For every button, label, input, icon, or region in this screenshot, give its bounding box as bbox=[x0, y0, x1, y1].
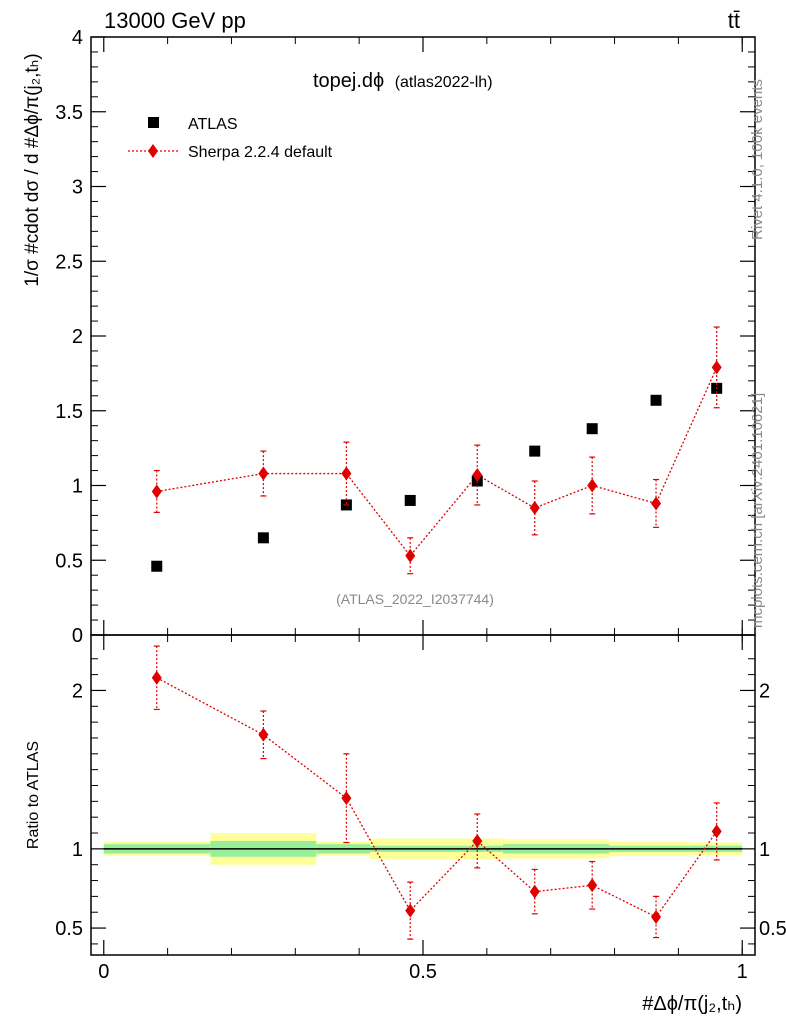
sherpa-point bbox=[529, 500, 540, 515]
process-label: tt̄ bbox=[728, 8, 740, 33]
sherpa-point bbox=[711, 360, 722, 375]
main-y-tick-label: 1 bbox=[72, 476, 83, 498]
main-y-tick-label: 3 bbox=[72, 177, 83, 199]
legend-atlas-label: ATLAS bbox=[188, 116, 238, 133]
ratio-y-tick-label: 0.5 bbox=[55, 918, 83, 940]
main-y-axis-label: 1/σ #cdot dσ / d #Δϕ/π(j₂,tₕ) bbox=[22, 53, 43, 286]
analysis-watermark: (ATLAS_2022_I2037744) bbox=[336, 591, 494, 607]
main-y-tick-label: 3.5 bbox=[55, 102, 83, 124]
main-y-tick-label: 4 bbox=[72, 27, 83, 49]
ratio-y-tick-label-right: 1 bbox=[759, 839, 770, 861]
main-y-tick-label: 1.5 bbox=[55, 401, 83, 423]
sherpa-ratio-point bbox=[258, 727, 269, 742]
sherpa-point bbox=[405, 548, 416, 563]
plot-title-main: topej.dϕ bbox=[313, 70, 384, 92]
atlas-point bbox=[529, 445, 541, 457]
sherpa-ratio-point bbox=[151, 670, 162, 685]
atlas-point bbox=[586, 423, 598, 435]
ratio-data-points bbox=[151, 645, 722, 940]
ratio-x-ticks: 0 0.5 1 bbox=[98, 37, 748, 983]
ratio-y-tick-label: 2 bbox=[72, 680, 83, 702]
x-tick-label: 1 bbox=[737, 961, 748, 983]
ratio-y-tick-label-right: 2 bbox=[759, 680, 770, 702]
sherpa-ratio-line bbox=[156, 677, 718, 918]
legend-atlas-marker bbox=[148, 117, 159, 128]
sherpa-ratio-point bbox=[341, 791, 352, 806]
atlas-point bbox=[151, 560, 163, 572]
main-y-tick-label: 2.5 bbox=[55, 251, 83, 273]
sherpa-ratio-point bbox=[472, 833, 483, 848]
ratio-plot-frame bbox=[90, 634, 756, 956]
legend-sherpa-marker bbox=[148, 144, 158, 158]
sherpa-point bbox=[341, 466, 352, 481]
energy-label: 13000 GeV pp bbox=[104, 8, 246, 33]
legend-sherpa-label: Sherpa 2.2.4 default bbox=[188, 144, 333, 161]
sherpa-ratio-point bbox=[711, 824, 722, 839]
main-y-ticks: 0 0.5 1 1.5 2 2.5 3 3.5 4 bbox=[55, 27, 755, 647]
rivet-version-label: Rivet 4.1.0, 100k events bbox=[749, 79, 766, 240]
ratio-y-axis-label: Ratio to ATLAS bbox=[25, 741, 42, 849]
sherpa-ratio-point bbox=[587, 878, 598, 893]
plot-title: topej.dϕ (atlas2022-lh) bbox=[313, 70, 493, 92]
main-y-tick-label: 2 bbox=[72, 326, 83, 348]
sherpa-ratio-point bbox=[651, 909, 662, 924]
ratio-y-tick-label: 1 bbox=[72, 839, 83, 861]
atlas-point bbox=[404, 494, 416, 506]
sherpa-ratio-point bbox=[405, 903, 416, 918]
sherpa-point bbox=[651, 496, 662, 511]
plot-title-sub: (atlas2022-lh) bbox=[395, 74, 493, 91]
sherpa-main-line bbox=[156, 367, 718, 557]
ratio-y-ticks: 0.5 0.5 1 1 2 2 bbox=[55, 658, 786, 945]
sherpa-point bbox=[151, 484, 162, 499]
sherpa-point bbox=[258, 466, 269, 481]
main-y-tick-label: 0.5 bbox=[55, 550, 83, 572]
atlas-point bbox=[650, 394, 662, 406]
sherpa-point bbox=[587, 478, 598, 493]
sherpa-ratio-point bbox=[529, 884, 540, 899]
x-axis-label: #Δϕ/π(j₂,tₕ) bbox=[642, 993, 742, 1015]
sherpa-point bbox=[472, 468, 483, 483]
ratio-y-tick-label-right: 0.5 bbox=[759, 918, 786, 940]
main-data-points bbox=[151, 326, 723, 575]
mcplots-url-label: mcplots.cern.ch [arXiv:2401.10621] bbox=[749, 393, 766, 628]
x-tick-label: 0 bbox=[98, 961, 109, 983]
x-tick-label: 0.5 bbox=[409, 961, 437, 983]
main-y-tick-label: 0 bbox=[72, 625, 83, 647]
atlas-point bbox=[257, 532, 269, 544]
